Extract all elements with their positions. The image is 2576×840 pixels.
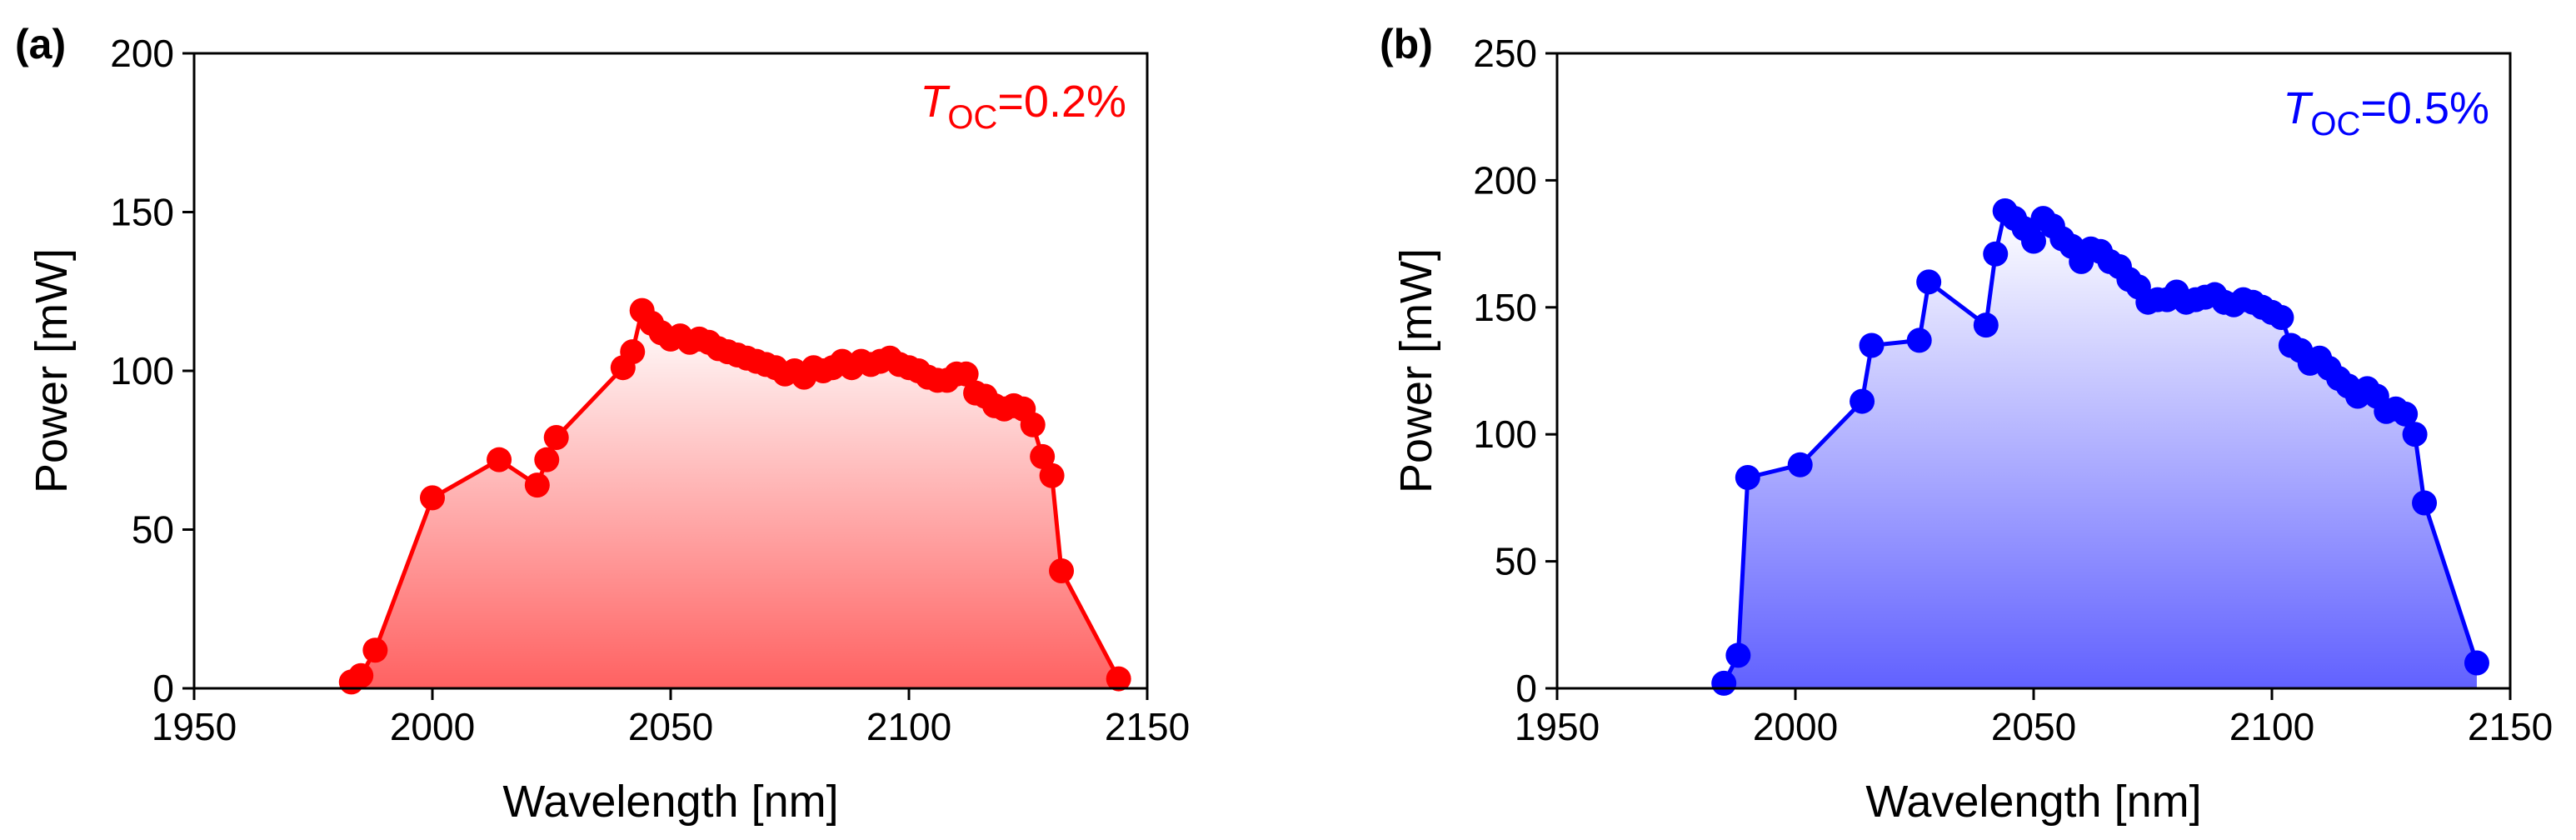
panel-a-toc-subscript: OC [947, 99, 997, 136]
panel-a-label: (a) [15, 21, 66, 68]
panel-b-x-ticks: 1950 2000 2050 2100 2150 [1515, 688, 2553, 748]
panel-b-label: (b) [1380, 21, 1433, 68]
x-tick-label: 2050 [1991, 705, 2076, 748]
data-point [2021, 228, 2046, 254]
data-point [2412, 490, 2438, 516]
x-tick-label: 2000 [1753, 705, 1838, 748]
data-point [362, 638, 388, 663]
data-point [420, 485, 445, 511]
y-tick-label: 0 [152, 667, 174, 710]
series-fill-area [1724, 210, 2477, 688]
y-tick-label: 150 [110, 191, 174, 234]
y-tick-label: 100 [110, 349, 174, 392]
panel-b-toc-subscript: OC [2310, 106, 2360, 142]
panel-a-toc-annotation: TOC=0.2% [920, 77, 1126, 136]
data-point [534, 447, 560, 472]
data-point [1983, 241, 2009, 267]
data-point [1906, 328, 1932, 353]
data-point [487, 447, 512, 472]
panel-b-toc-annotation: TOC=0.5% [2283, 83, 2489, 142]
y-tick-label: 250 [1473, 32, 1537, 75]
y-tick-label: 50 [132, 508, 174, 552]
data-point [1735, 465, 1760, 491]
data-point [1030, 443, 1056, 469]
data-point [1973, 312, 1999, 338]
y-tick-label: 200 [1473, 158, 1537, 202]
x-tick-label: 1950 [1515, 705, 1600, 748]
panel-b-plot [1711, 198, 2489, 696]
data-point [1039, 462, 1065, 488]
data-point [1049, 558, 1075, 584]
panel-b-toc-value: =0.5% [2360, 83, 2489, 133]
data-point [1916, 269, 1942, 295]
data-point [1020, 412, 1046, 438]
panel-a-y-axis-title: Power [mW] [27, 248, 77, 493]
data-point [1106, 666, 1131, 692]
data-point [1725, 642, 1751, 668]
panel-b-toc-symbol: T [2283, 83, 2314, 133]
x-tick-label: 2150 [2468, 705, 2553, 748]
chart-panel-a: (a) 1950 2000 2050 2100 2150 0 50 100 150 200 Wa… [15, 21, 1190, 827]
data-point [348, 662, 374, 688]
data-point [524, 472, 550, 498]
panel-b-y-ticks: 0 50 100 150 200 250 [1473, 32, 1557, 710]
data-point [1859, 332, 1885, 358]
y-tick-label: 100 [1473, 412, 1537, 456]
data-point [953, 361, 979, 387]
panel-a-toc-symbol: T [920, 77, 951, 127]
data-point [2464, 650, 2489, 676]
y-tick-label: 50 [1495, 540, 1537, 583]
x-tick-label: 2100 [2229, 705, 2314, 748]
data-point [543, 425, 569, 451]
panel-a-plot [338, 298, 1131, 695]
series-fill-area [351, 310, 1119, 688]
x-tick-label: 2100 [866, 705, 951, 748]
y-tick-label: 200 [110, 32, 174, 75]
panel-b-y-axis-title: Power [mW] [1391, 248, 1441, 493]
y-tick-label: 0 [1515, 667, 1537, 710]
data-point [2402, 422, 2428, 448]
data-point [2393, 401, 2419, 427]
y-tick-label: 150 [1473, 286, 1537, 329]
panel-a-x-ticks: 1950 2000 2050 2100 2150 [152, 688, 1190, 748]
panel-a-y-ticks: 0 50 100 150 200 [110, 32, 194, 710]
data-point [2269, 304, 2294, 330]
data-point [620, 339, 646, 365]
x-tick-label: 2050 [628, 705, 713, 748]
x-tick-label: 2150 [1105, 705, 1190, 748]
panel-a-toc-value: =0.2% [997, 77, 1126, 127]
data-point [1850, 388, 1875, 414]
data-point [1711, 670, 1737, 696]
panel-a-x-axis-title: Wavelength [nm] [502, 777, 838, 827]
x-tick-label: 1950 [152, 705, 237, 748]
panel-b-x-axis-title: Wavelength [nm] [1865, 777, 2201, 827]
chart-panel-b: (b) 1950 2000 2050 2100 2150 0 50 100 150 200 250… [1380, 21, 2553, 827]
x-tick-label: 2000 [390, 705, 475, 748]
data-point [1787, 452, 1813, 478]
